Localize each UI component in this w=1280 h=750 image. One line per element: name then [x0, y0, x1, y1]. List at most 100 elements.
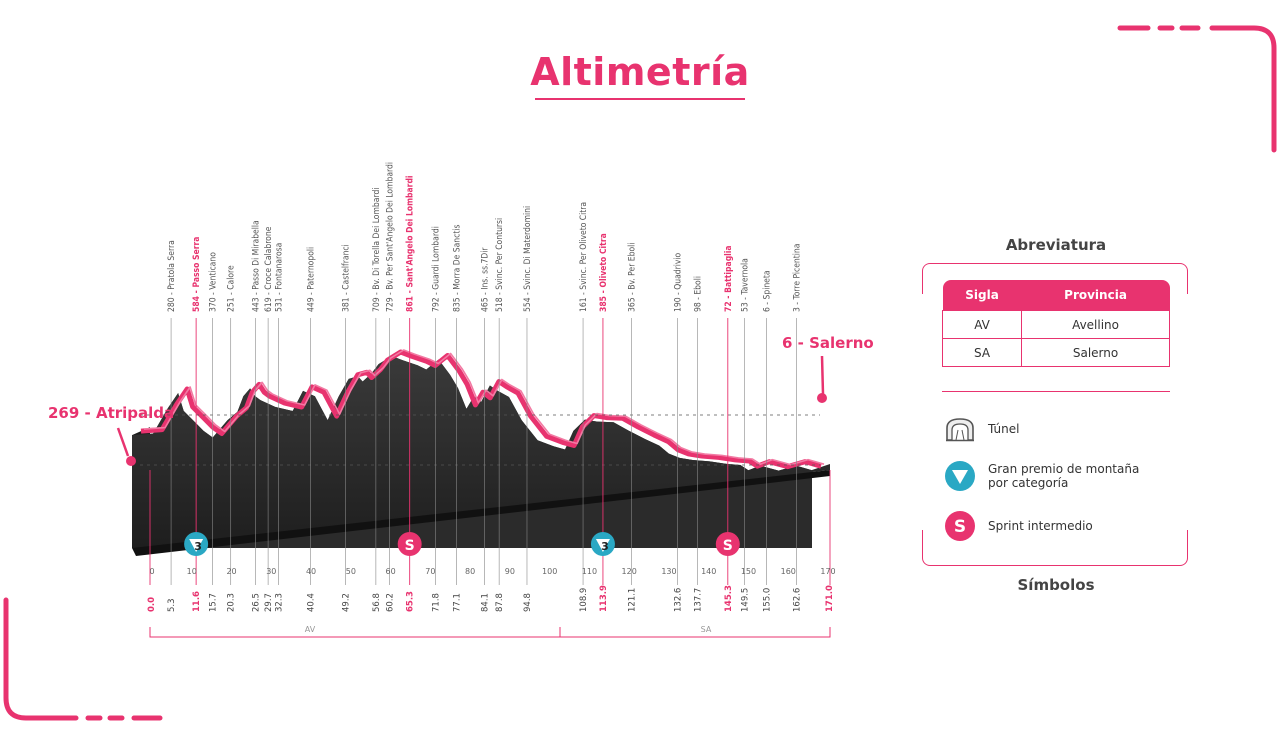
title-underline — [535, 98, 745, 100]
waypoint-distance: 145.3 — [724, 585, 734, 612]
waypoint-distance: 155.0 — [762, 588, 772, 612]
start-distance: 0.0 — [147, 597, 157, 612]
waypoint-label: 792 - Guardi Lombardi — [432, 226, 442, 312]
end-dot — [817, 393, 827, 403]
waypoint-label: 531 - Fontanarosa — [274, 243, 284, 312]
header-provincia: Provincia — [1021, 280, 1170, 311]
waypoint-label: 385 - Oliveto Citra — [599, 233, 609, 312]
waypoint-label: 381 - Castelfranci — [342, 244, 352, 312]
legend-text: Túnel — [988, 422, 1020, 436]
km-tick-label: 60 — [386, 567, 396, 576]
abbreviation-frame — [922, 263, 1188, 294]
waypoint-label: 365 - Bv. Per Eboli — [628, 243, 638, 312]
waypoint-distance: 20.3 — [227, 593, 237, 612]
legend-text: Gran premio de montaña por categoría — [988, 462, 1140, 490]
km-tick-label: 40 — [306, 567, 316, 576]
waypoint-distance: 149.5 — [741, 588, 751, 612]
waypoint-distance: 113.9 — [599, 585, 609, 612]
legend-item-tunnel: Túnel — [944, 416, 1019, 442]
waypoint-label: 6 - Spineta — [762, 270, 772, 312]
km-tick-label: 90 — [505, 567, 515, 576]
end-pointer — [820, 355, 825, 395]
waypoint-label: 518 - Svinc. Per Contursi — [495, 218, 505, 312]
profile-silhouette — [132, 356, 830, 548]
legend-panel: Abreviatura Sigla Provincia AV Avellino … — [922, 230, 1190, 600]
waypoint-label: 370 - Venticano — [208, 252, 218, 312]
legend-item-gpm: Gran premio de montaña por categoría — [944, 460, 1158, 492]
waypoint-distance: 65.3 — [406, 591, 416, 612]
km-tick-label: 140 — [701, 567, 716, 576]
km-tick-label: 170 — [820, 567, 835, 576]
waypoint-labels: 280 - Pratola Serra 584 - Passo Serra 370 … — [167, 162, 803, 312]
waypoint-distance: 15.7 — [208, 593, 218, 612]
waypoint-label: 98 - Eboli — [694, 276, 704, 312]
km-tick-label: 120 — [622, 567, 637, 576]
waypoint-label: 53 - Tavernola — [741, 258, 751, 312]
waypoint-distance: 94.8 — [523, 593, 533, 612]
waypoint-label: 443 - Passo Di Mirabella — [251, 220, 261, 312]
symbols-title: Símbolos — [1017, 576, 1095, 594]
waypoint-distance: 87.8 — [495, 593, 505, 612]
distance-labels: 5.3 11.6 15.7 20.3 26.5 29.7 32.3 40.4 49.2 56.8 6… — [167, 585, 803, 612]
table-header-row: Sigla Provincia — [942, 280, 1170, 311]
km-ticks: 0 10 20 30 40 50 60 70 80 90 100 110 120 130 140 150 160… — [149, 567, 835, 576]
waypoint-distance: 71.8 — [432, 593, 442, 612]
waypoint-distance: 26.5 — [251, 593, 261, 612]
km-tick-label: 110 — [582, 567, 597, 576]
province-sa: SA — [701, 625, 712, 634]
waypoint-distance: 77.1 — [453, 593, 463, 612]
waypoint-label: 190 - Quadrivio — [673, 252, 683, 312]
waypoint-distance: 49.2 — [342, 593, 352, 612]
profile-body — [132, 349, 830, 556]
legend-item-sprint: S Sprint intermedio — [944, 510, 1093, 542]
profile-symbols: 3 S 3 S — [184, 532, 740, 556]
km-tick-label: 150 — [741, 567, 756, 576]
start-pointer — [116, 427, 130, 457]
waypoint-label: 280 - Pratola Serra — [167, 240, 177, 312]
profile-base — [132, 470, 830, 556]
waypoint-distance: 162.6 — [793, 588, 803, 612]
waypoint-distance: 132.6 — [673, 588, 683, 612]
waypoint-distance: 29.7 — [264, 593, 274, 612]
province-bracket — [149, 627, 831, 638]
end-label: 6 - Salerno — [782, 334, 874, 352]
header-sigla: Sigla — [942, 280, 1022, 311]
bottom-left-corner-decoration — [3, 597, 163, 721]
waypoint-label: 709 - Bv. Di Torella Dei Lombardi — [372, 188, 382, 312]
top-right-corner-decoration — [1117, 25, 1277, 153]
waypoint-label: 251 - Calore — [227, 265, 237, 312]
waypoint-distance: 32.3 — [274, 593, 284, 612]
waypoint-distance: 11.6 — [192, 591, 202, 612]
sprint-badge-icon: S — [397, 532, 422, 556]
table-cell: Salerno — [1021, 338, 1170, 367]
waypoint-distance: 60.2 — [385, 593, 395, 612]
km-tick-label: 160 — [781, 567, 796, 576]
km-tick-label: 70 — [425, 567, 435, 576]
abbreviation-title: Abreviatura — [1005, 236, 1107, 254]
abbreviation-table: Sigla Provincia AV Avellino SA Salerno — [941, 280, 1170, 367]
waypoint-label: 729 - Bv. Per Sant'Angelo Dei Lombardi — [385, 162, 395, 312]
svg-text:S: S — [723, 538, 733, 554]
svg-text:3: 3 — [601, 540, 609, 553]
svg-text:S: S — [405, 538, 415, 554]
waypoint-distance: 84.1 — [480, 593, 490, 612]
km-tick-label: 100 — [542, 567, 557, 576]
end-distance: 171.0 — [825, 585, 835, 612]
km-tick-label: 80 — [465, 567, 475, 576]
waypoint-label: 72 - Battipaglia — [724, 245, 734, 312]
province-av: AV — [305, 625, 316, 634]
gpm-badge-icon: 3 — [590, 532, 615, 556]
table-cell: AV — [941, 310, 1023, 339]
svg-text:3: 3 — [194, 540, 202, 553]
page-title: Altimetría — [530, 50, 750, 94]
start-dot — [126, 456, 136, 466]
waypoint-label: 554 - Svinc. Di Materdomini — [523, 206, 533, 312]
km-tick-label: 0 — [149, 567, 154, 576]
waypoint-label: 584 - Passo Serra — [192, 237, 202, 312]
start-label: 269 - Atripalda — [48, 404, 174, 422]
symbols-frame — [922, 530, 1188, 566]
km-tick-label: 30 — [266, 567, 276, 576]
sprint-badge-icon: S — [715, 532, 740, 556]
waypoint-label: 619 - Croce Calabrone — [264, 226, 274, 312]
